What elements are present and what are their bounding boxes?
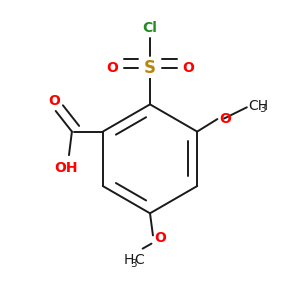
- Text: O: O: [182, 61, 194, 75]
- Text: S: S: [144, 58, 156, 76]
- Text: C: C: [134, 254, 144, 267]
- Text: Cl: Cl: [142, 21, 158, 35]
- Text: CH: CH: [248, 99, 268, 113]
- Text: 3: 3: [130, 259, 136, 269]
- Text: 3: 3: [260, 104, 266, 114]
- Text: O: O: [48, 94, 60, 108]
- Text: O: O: [106, 61, 118, 75]
- Text: OH: OH: [54, 161, 78, 175]
- Text: O: O: [154, 231, 166, 245]
- Text: H: H: [124, 254, 134, 267]
- Text: O: O: [220, 112, 232, 126]
